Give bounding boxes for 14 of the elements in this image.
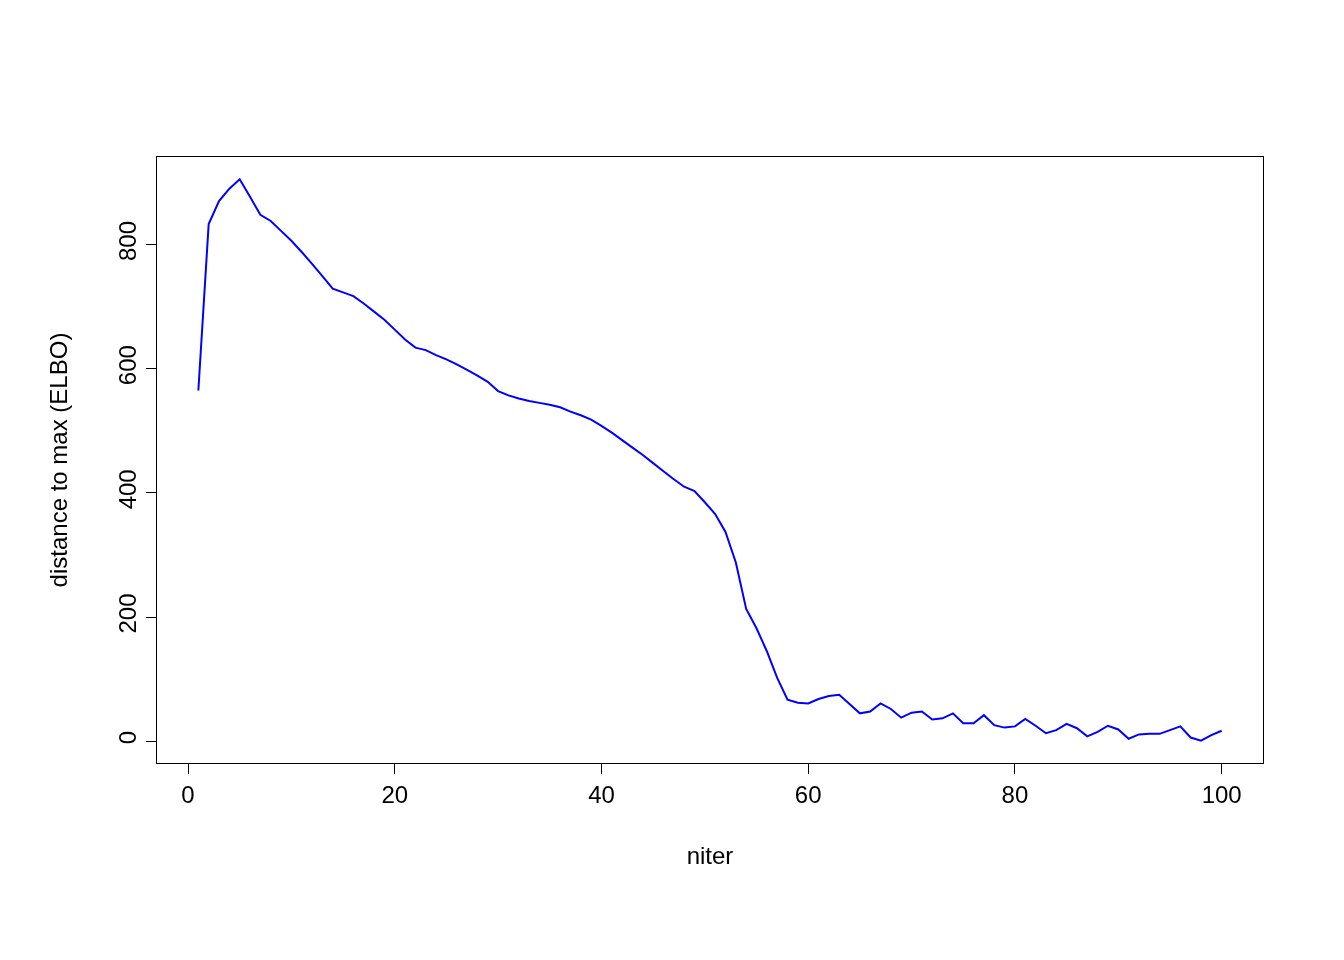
y-tick-label: 600 (114, 345, 142, 386)
y-tick-label: 0 (114, 730, 142, 745)
x-tick-label: 40 (588, 780, 615, 808)
x-tick-label: 100 (1201, 780, 1242, 808)
y-tick-label: 200 (114, 593, 142, 634)
line-series (197, 178, 1223, 742)
y-tick-label: 400 (114, 469, 142, 510)
x-tick-label: 60 (794, 780, 822, 808)
x-tick-label: 20 (381, 780, 409, 808)
y-axis-title: distance to max (ELBO) (44, 332, 72, 588)
x-tick-label: 0 (181, 780, 195, 808)
x-tick-label: 80 (1001, 780, 1029, 808)
x-axis-title: niter (686, 842, 734, 870)
y-tick-label: 800 (114, 220, 142, 261)
